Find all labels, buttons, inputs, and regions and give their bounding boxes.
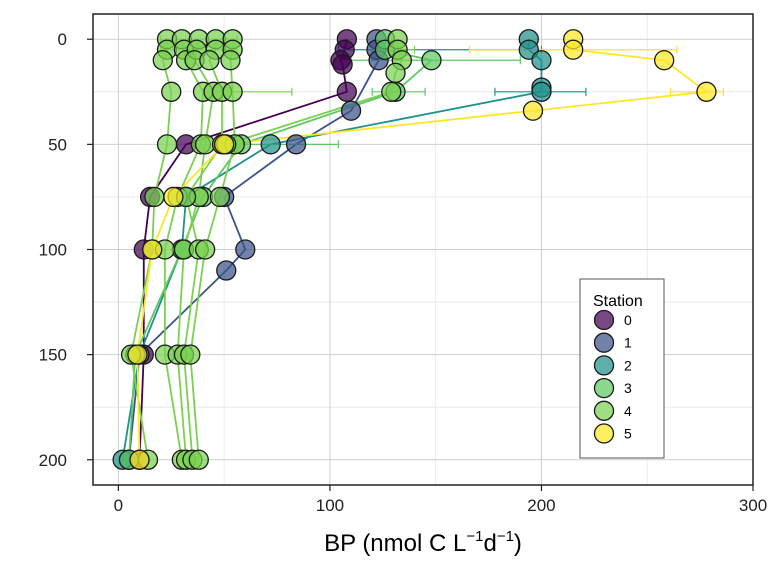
y-tick-label: 0 bbox=[58, 30, 67, 49]
series-layer bbox=[112, 29, 724, 470]
x-tick-label: 200 bbox=[527, 496, 555, 515]
data-point-station-4 bbox=[180, 344, 201, 365]
legend-label-station-4: 4 bbox=[624, 403, 632, 419]
data-point-station-4 bbox=[152, 50, 173, 71]
x-axis-title-superscript: −1 bbox=[497, 528, 514, 545]
data-point-station-5 bbox=[214, 134, 235, 155]
legend: Station 0 1 2 3 4 5 bbox=[579, 278, 665, 459]
x-tick-label: 0 bbox=[114, 496, 123, 515]
legend-marker-station-5 bbox=[593, 423, 615, 444]
data-point-station-4 bbox=[220, 50, 241, 71]
data-point-station-2 bbox=[531, 81, 552, 102]
data-point-station-2 bbox=[531, 50, 552, 71]
legend-label-station-5: 5 bbox=[624, 426, 632, 442]
data-point-station-4 bbox=[381, 81, 402, 102]
data-point-station-4 bbox=[188, 449, 209, 470]
data-point-station-1 bbox=[340, 100, 362, 121]
x-tick-label: 300 bbox=[739, 496, 767, 515]
legend-marker-station-4 bbox=[593, 400, 615, 421]
data-point-station-4 bbox=[209, 186, 231, 208]
x-axis-title-superscript: −1 bbox=[466, 528, 483, 545]
data-point-station-0 bbox=[332, 54, 353, 75]
data-point-station-4 bbox=[222, 81, 243, 102]
data-point-station-5 bbox=[163, 186, 184, 208]
data-point-station-5 bbox=[129, 449, 150, 470]
y-tick-label: 200 bbox=[39, 451, 67, 470]
data-point-station-5 bbox=[142, 239, 163, 260]
x-tick-label: 100 bbox=[316, 496, 344, 515]
legend-title: Station bbox=[593, 293, 643, 310]
data-point-station-5 bbox=[563, 39, 584, 60]
data-point-station-4 bbox=[194, 239, 216, 260]
data-point-station-5 bbox=[127, 344, 148, 365]
legend-marker-station-1 bbox=[593, 332, 615, 353]
legend-box bbox=[579, 278, 665, 459]
data-point-station-4 bbox=[199, 50, 220, 71]
data-point-station-4 bbox=[144, 186, 165, 208]
legend-marker-station-2 bbox=[593, 355, 615, 376]
data-point-station-1 bbox=[285, 134, 307, 155]
y-tick-label: 150 bbox=[39, 346, 67, 365]
legend-marker-station-3 bbox=[593, 377, 615, 399]
data-point-station-4 bbox=[385, 62, 406, 84]
legend-label-station-1: 1 bbox=[624, 335, 632, 351]
x-axis-title-part: ) bbox=[514, 530, 522, 557]
legend-marker-station-0 bbox=[593, 309, 615, 331]
x-axis-title-part: d bbox=[483, 530, 496, 557]
data-point-station-4 bbox=[156, 134, 178, 155]
data-point-station-4 bbox=[194, 134, 216, 155]
series-line-station-5 bbox=[136, 39, 708, 460]
legend-label-station-0: 0 bbox=[624, 312, 632, 328]
data-point-station-0 bbox=[336, 81, 357, 102]
data-point-station-5 bbox=[696, 81, 717, 102]
data-point-station-4 bbox=[161, 81, 182, 102]
data-point-station-3 bbox=[421, 50, 442, 71]
legend-label-station-2: 2 bbox=[624, 357, 632, 373]
data-point-station-1 bbox=[216, 260, 237, 281]
legend-label-station-3: 3 bbox=[624, 380, 632, 396]
x-axis-title: BP (nmol C L−1d−1) bbox=[324, 528, 522, 557]
data-point-station-5 bbox=[522, 100, 544, 121]
data-point-station-1 bbox=[235, 239, 256, 260]
points-group bbox=[112, 29, 717, 470]
y-tick-label: 100 bbox=[39, 241, 67, 260]
data-point-station-2 bbox=[260, 134, 281, 155]
y-tick-label: 50 bbox=[48, 135, 67, 154]
x-axis-title-part: BP (nmol C L bbox=[324, 530, 466, 557]
data-point-station-5 bbox=[654, 50, 675, 71]
